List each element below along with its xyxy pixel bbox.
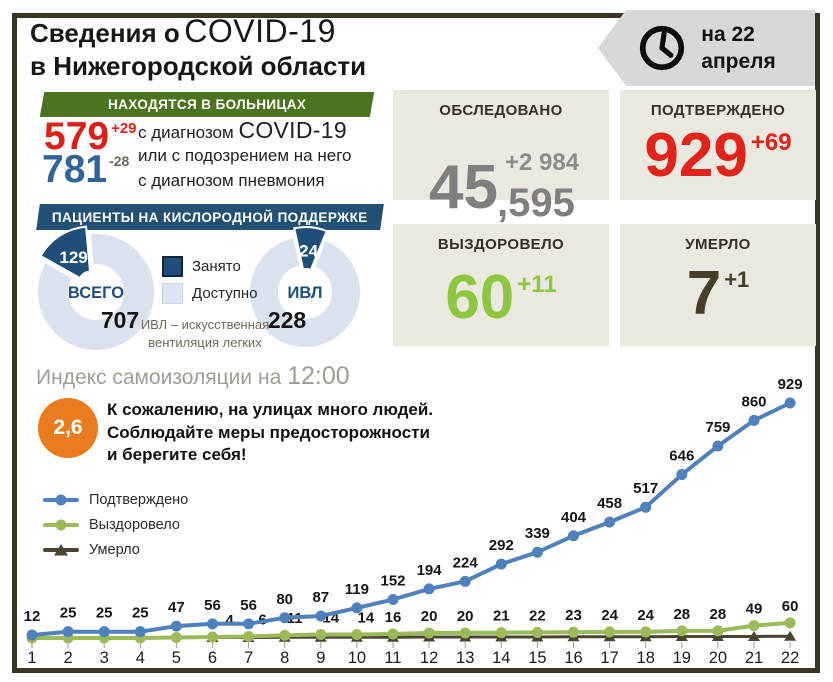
died-delta: +1 [724,267,750,292]
chart-legend: Подтверждено Выздоровело Умерло [42,489,188,564]
date-line1: на 22 [701,22,755,46]
chart-legend-item-0: Подтверждено [42,489,188,511]
svg-text:ИВЛ: ИВЛ [288,284,323,302]
donut-ВСЕГО: 129 ВСЕГО 707 [38,225,154,350]
chart-legend-item-2: Умерло [42,539,188,561]
card-tested-title: ОБСЛЕДОВАНО [439,102,563,119]
legend-item-occupied: Занято [162,256,257,277]
legend-marker-circle-icon [43,519,79,531]
card-recovered-number: 60 +11 [393,267,609,329]
available-label: Доступно [192,285,258,302]
title-line1: Сведения о COVID-19 [30,12,366,51]
hospital-pneumonia-delta: -28 [109,153,130,169]
donut-ИВЛ: 24 ИВЛ 228 [250,226,360,347]
card-tested: ОБСЛЕДОВАНО 45 ,595 +2 984 [393,90,609,223]
legend-item-available: Доступно [162,283,257,304]
svg-text:707: 707 [101,307,139,333]
oxygen-donut-charts: 129 ВСЕГО 707 24 ИВЛ 228 [38,225,360,350]
tested-value-main: 45 [429,153,498,222]
card-tested-number: 45 ,595 +2 984 [393,119,609,223]
isolation-heading: Индекс самоизоляции на 12:00 [36,362,350,390]
chart-legend-label: Умерло [89,542,140,558]
ivl-note-line1: ИВЛ – искусственная [140,317,270,332]
chart-legend-item-1: Выздоровело [42,514,188,536]
hospital-covid-count: 579 +29 [44,115,137,158]
hospital-banner: НАХОДЯТСЯ В БОЛЬНИЦАХ [39,92,375,117]
card-confirmed: ПОДТВЕРЖДЕНО 929 +69 [620,90,816,200]
hospital-pneumonia-desc: с диагнозом пневмония [138,171,325,190]
isolation-message-line3: и берегите себя! [107,445,247,465]
frame-border [12,13,820,673]
hospital-covid-desc: с диагнозом COVID-19 или с подозрением н… [138,116,351,167]
card-confirmed-number: 929 +69 [620,125,816,187]
hospital-covid-desc-line1: с диагнозом COVID-19 [138,117,347,143]
svg-text:ВСЕГО: ВСЕГО [68,284,124,302]
legend-marker-circle-icon [43,494,79,506]
ivl-note-line2: вентиляция легких [148,335,262,351]
hospital-banner-label: НАХОДЯТСЯ В БОЛЬНИЦАХ [107,97,307,112]
card-confirmed-title: ПОДТВЕРЖДЕНО [650,102,786,119]
title-covid: COVID-19 [184,13,336,49]
report-date: на 22 апреля [701,21,775,76]
date-banner: на 22 апреля [598,10,815,86]
confirmed-value: 929 [644,121,748,190]
isolation-time: 12:00 [287,362,350,390]
tested-delta: +2 984 [505,149,580,176]
card-recovered-title: ВЫЗДОРОВЕЛО [437,236,565,253]
occupied-label: Занято [192,258,241,275]
isolation-index-value: 2,6 [53,416,83,439]
occupied-swatch [162,256,183,277]
clock-icon [640,25,685,71]
svg-text:24: 24 [299,242,318,261]
available-swatch [162,283,183,304]
legend-marker-triangle-icon [43,544,79,556]
card-died: УМЕРЛО 7 +1 [620,224,816,346]
svg-text:228: 228 [268,307,307,333]
card-died-title: УМЕРЛО [685,236,751,253]
date-line2: апреля [701,50,776,73]
page-title: Сведения о COVID-19 в Нижегородской обла… [30,12,366,83]
died-value: 7 [686,259,722,328]
title-line2: в Нижегородской области [30,51,367,82]
hospital-covid-desc-line2: или с подозрением на него [138,146,352,166]
chart-legend-label: Подтверждено [89,492,189,508]
isolation-message-line1: К сожалению, на улицах много людей. [107,400,434,419]
svg-text:129: 129 [59,248,87,267]
card-recovered: ВЫЗДОРОВЕЛО 60 +11 [393,224,609,346]
ivl-note: ИВЛ – искусственная вентиляция легких [135,316,275,352]
title-prefix: Сведения о [30,18,180,48]
isolation-index-badge: 2,6 [38,398,98,458]
oxygen-legend: Занято Доступно [162,256,257,310]
card-died-number: 7 +1 [620,263,816,325]
confirmed-delta: +69 [750,129,792,156]
recovered-value: 60 [445,263,515,332]
chart-legend-label: Выздоровело [89,517,180,533]
hospital-covid-delta: +29 [111,120,137,137]
tested-value-decimal: ,595 [497,181,575,225]
isolation-message-line2: Соблюдайте меры предосторожности [107,422,430,442]
recovered-delta: +11 [517,271,557,298]
isolation-message: К сожалению, на улицах много людей. Собл… [107,399,433,467]
hospital-pneumonia-count: 781 -28 [42,148,130,191]
